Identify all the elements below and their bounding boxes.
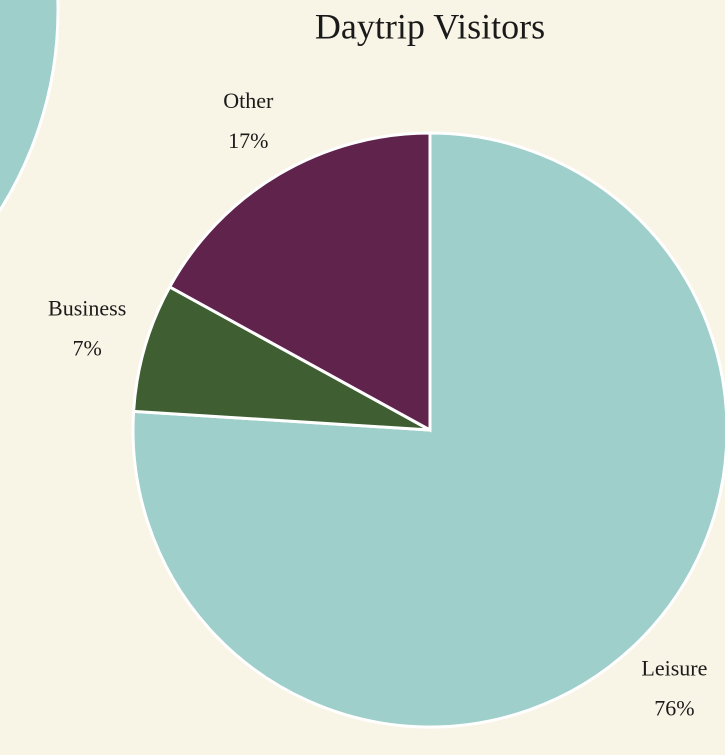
slice-value-label: 7% (73, 335, 102, 360)
slice-category-label: Business (48, 295, 126, 320)
chart-title: Daytrip Visitors (315, 6, 545, 46)
slice-category-label: Leisure (641, 655, 707, 680)
slice-value-label: 17% (228, 128, 268, 153)
neighbor-pie-fragment (0, 0, 60, 213)
slice-category-label: Other (223, 88, 274, 113)
pie-slice (131, 284, 431, 432)
pie-slice (167, 131, 432, 433)
slice-value-label: 76% (654, 695, 694, 720)
